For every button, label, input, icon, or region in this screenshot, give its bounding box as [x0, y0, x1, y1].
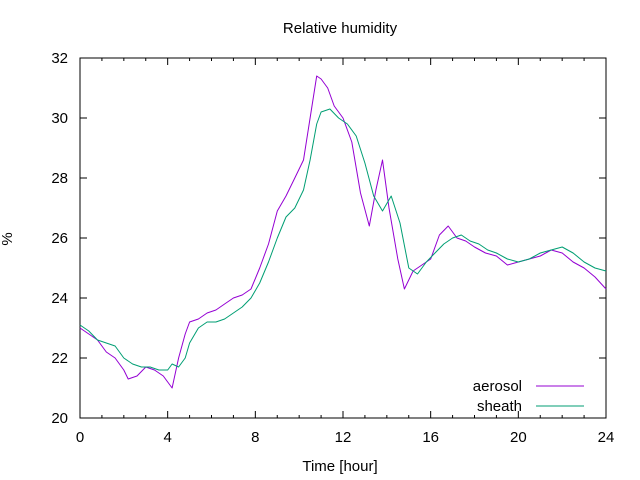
x-tick-label: 0 — [76, 429, 84, 446]
x-axis-label: Time [hour] — [302, 458, 377, 475]
x-tick-label: 24 — [598, 429, 615, 446]
y-tick-label: 30 — [51, 110, 68, 127]
legend-label: aerosol — [473, 378, 522, 395]
x-tick-label: 8 — [251, 429, 259, 446]
y-tick-label: 20 — [51, 410, 68, 427]
y-tick-label: 28 — [51, 170, 68, 187]
x-tick-label: 4 — [163, 429, 171, 446]
plot-border — [79, 57, 607, 419]
x-tick-label: 12 — [335, 429, 352, 446]
legend: aerosol sheath — [473, 378, 584, 415]
y-tick-label: 26 — [51, 230, 68, 247]
y-tick-label: 22 — [51, 350, 68, 367]
series-layer — [79, 75, 607, 389]
legend-label: sheath — [477, 398, 522, 415]
y-tick-label: 32 — [51, 50, 68, 67]
axes: 0 4 8 12 16 20 24 20 22 24 26 28 30 32 — [51, 50, 614, 446]
series-line-sheath — [79, 108, 607, 371]
x-tick-label: 20 — [510, 429, 527, 446]
x-tick-label: 16 — [422, 429, 439, 446]
y-tick-label: 24 — [51, 290, 68, 307]
chart-title: Relative humidity — [283, 20, 398, 37]
series-line-aerosol — [79, 75, 607, 389]
y-axis-label: % — [0, 232, 16, 245]
